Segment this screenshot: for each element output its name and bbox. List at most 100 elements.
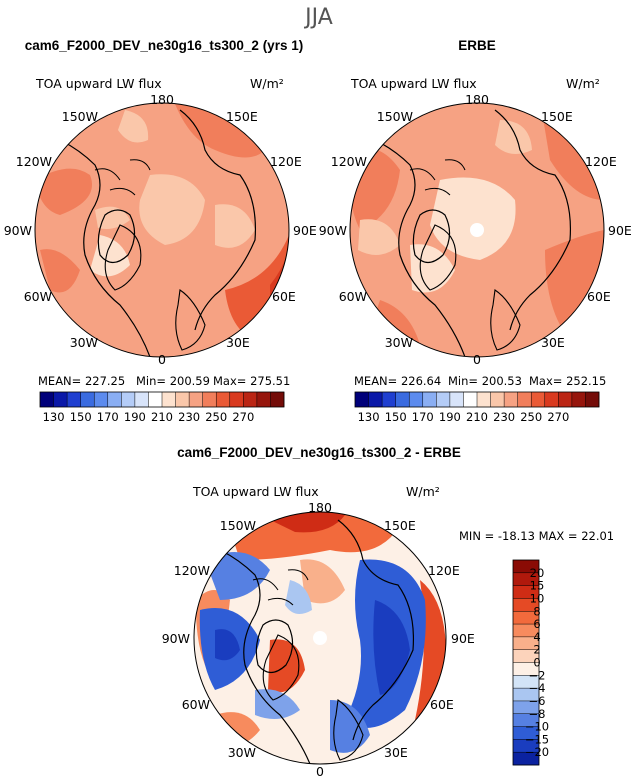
colorbar-tick-label: 210	[151, 410, 173, 424]
colorbar-swatch	[513, 675, 539, 689]
colorbar-tick-label: 190	[439, 410, 461, 424]
colorbar-tick-label: −8	[529, 707, 546, 721]
colorbar-tick-label: 150	[385, 410, 407, 424]
colorbar-swatch	[544, 392, 559, 407]
contour-region	[118, 110, 149, 143]
colorbar-tick-label: −20	[525, 745, 549, 759]
lon-label: 90E	[608, 223, 632, 238]
colorbar-tick-label: 4	[533, 630, 540, 644]
colorbar-swatch	[355, 392, 369, 407]
colorbar-swatch	[449, 392, 464, 407]
coastline-scandinavia	[333, 699, 364, 761]
colorbar-tick-label: 210	[466, 410, 488, 424]
panel-model-lon-labels: 180 150E 120E 90E 60E 30E 0 30W 60W 90W …	[4, 92, 317, 367]
colorbar-swatch	[513, 585, 539, 599]
panel-diff-units: W/m²	[406, 484, 440, 499]
lon-label: 0	[473, 352, 481, 367]
lon-label: 150W	[62, 109, 98, 124]
lon-label: 120E	[270, 154, 302, 169]
panel-model-min: Min= 200.59	[136, 374, 210, 388]
season-title: JJA	[303, 5, 333, 30]
lon-label: 90W	[4, 223, 32, 238]
colorbar-swatch	[513, 700, 539, 715]
coastline-greenland	[104, 224, 142, 291]
contour-region	[495, 120, 532, 154]
contour-region	[139, 174, 205, 245]
lon-label: 90W	[319, 223, 347, 238]
colorbar-tick-label: 270	[547, 410, 569, 424]
colorbar-swatch	[67, 392, 81, 407]
colorbar-swatch	[571, 392, 586, 407]
panel-model-max: Max= 275.51	[213, 374, 290, 388]
contour-region	[90, 235, 130, 277]
panel-obs-variable: TOA upward LW flux	[350, 76, 477, 91]
colorbar-swatch	[558, 392, 573, 407]
colorbar-swatch	[513, 752, 539, 766]
colorbar-swatch	[382, 392, 396, 407]
colorbar-swatch	[517, 392, 532, 407]
coastline-greenland	[262, 634, 300, 701]
coastline-eurasia	[494, 109, 572, 331]
colorbar-swatch	[477, 392, 491, 407]
panel-diff-title: cam6_F2000_DEV_ne30g16_ts300_2 - ERBE	[177, 445, 461, 460]
panel-diff: cam6_F2000_DEV_ne30g16_ts300_2 - ERBE TO…	[162, 445, 614, 779]
lon-label: 120E	[585, 154, 617, 169]
colorbar-tick-label: 2	[533, 643, 540, 657]
colorbar-swatch	[270, 392, 285, 407]
colorbar-swatch	[513, 688, 539, 702]
coastline-scandinavia	[490, 289, 521, 351]
colorbar-tick-label: −4	[529, 681, 546, 695]
lon-label: 120W	[331, 154, 367, 169]
lon-label: 30E	[384, 745, 408, 760]
colorbar-swatch	[531, 392, 546, 407]
colorbar-tick-label: 150	[70, 410, 92, 424]
colorbar-swatch	[513, 662, 539, 676]
map-border	[193, 511, 447, 765]
lon-label: 150E	[541, 109, 573, 124]
pole-missing-data	[470, 223, 484, 237]
colorbar-tick-label: 20	[530, 566, 545, 580]
coastline-islands	[252, 569, 309, 606]
coastline-greenland	[419, 224, 457, 291]
panel-model-units: W/m²	[250, 76, 284, 91]
panel-diff-lon-labels: 180 150E 120E 90E 60E 30E 0 30W 60W 90W …	[162, 500, 475, 779]
lon-label: 0	[316, 764, 324, 779]
colorbar-swatch	[134, 392, 149, 407]
contour-region	[430, 177, 516, 260]
coastline-hudson-bay	[255, 619, 294, 674]
colorbar-swatch	[504, 392, 518, 407]
lon-label: 90E	[451, 631, 475, 646]
contour-region	[300, 559, 345, 604]
colorbar-swatch	[513, 624, 539, 638]
colorbar-swatch	[513, 739, 539, 753]
coastline-scandinavia	[175, 289, 206, 351]
coastline-islands	[409, 159, 466, 196]
colorbar-tick-label: −15	[525, 732, 549, 746]
colorbar-swatch	[513, 713, 539, 727]
colorbar-tick-label: 6	[533, 617, 540, 631]
lon-label: 150W	[377, 109, 413, 124]
colorbar-swatch	[513, 649, 539, 663]
coastline-eurasia	[337, 519, 415, 741]
lon-label: 90W	[162, 631, 190, 646]
colorbar-swatch	[189, 392, 203, 407]
colorbar-swatch	[53, 392, 68, 407]
colorbar-tick-label: 130	[43, 410, 65, 424]
colorbar-swatch	[513, 560, 539, 574]
colorbar-tick-label: 270	[232, 410, 254, 424]
colorbar-swatch	[256, 392, 271, 407]
panel-obs-colorbar: 130 150 170 190 210 230 250 270	[354, 391, 600, 424]
coastline-americas	[374, 139, 466, 357]
lon-label: 30W	[228, 745, 256, 760]
lon-label: 60E	[587, 289, 611, 304]
colorbar-swatch	[513, 611, 539, 625]
panel-model-map	[35, 103, 289, 357]
colorbar-tick-label: 130	[358, 410, 380, 424]
colorbar-tick-label: 230	[178, 410, 200, 424]
lon-label: 60W	[182, 697, 210, 712]
contour-region	[40, 249, 80, 293]
lon-label: 60E	[430, 697, 454, 712]
colorbar-tick-label: −6	[529, 694, 546, 708]
colorbar-tick-label: 170	[97, 410, 119, 424]
